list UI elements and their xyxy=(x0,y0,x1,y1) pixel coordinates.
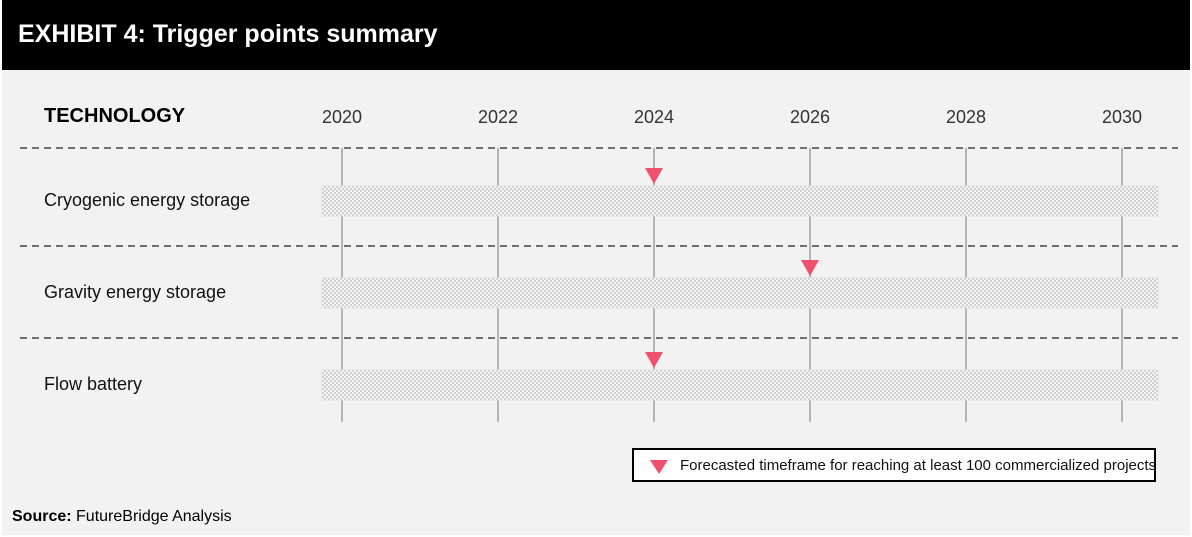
timeline-bar xyxy=(321,277,1159,309)
chart-legend: Forecasted timeframe for reaching at lea… xyxy=(632,448,1156,482)
tick-label-2026: 2026 xyxy=(790,107,830,127)
trigger-marker xyxy=(645,168,663,184)
tick-label-2020: 2020 xyxy=(322,107,362,127)
technology-label: Flow battery xyxy=(44,374,143,394)
tick-label-2022: 2022 xyxy=(478,107,518,127)
technology-column-header: TECHNOLOGY xyxy=(44,105,186,127)
exhibit-header: EXHIBIT 4: Trigger points summary xyxy=(2,0,1190,70)
trigger-marker xyxy=(801,260,819,276)
source-text: FutureBridge Analysis xyxy=(76,508,232,525)
source-label: Source: xyxy=(12,508,72,525)
legend-marker-icon xyxy=(650,460,668,474)
timeline-bar xyxy=(321,185,1159,217)
legend-label: Forecasted timeframe for reaching at lea… xyxy=(680,457,1157,474)
exhibit-title: EXHIBIT 4: Trigger points summary xyxy=(18,20,438,48)
source-note: Source: FutureBridge Analysis xyxy=(12,508,232,526)
technology-label: Gravity energy storage xyxy=(44,282,227,302)
timeline-bar xyxy=(321,369,1159,401)
technology-label: Cryogenic energy storage xyxy=(44,190,251,210)
tick-label-2024: 2024 xyxy=(634,107,674,127)
trigger-marker xyxy=(645,352,663,368)
tick-label-2028: 2028 xyxy=(946,107,986,127)
tick-label-2030: 2030 xyxy=(1102,107,1142,127)
